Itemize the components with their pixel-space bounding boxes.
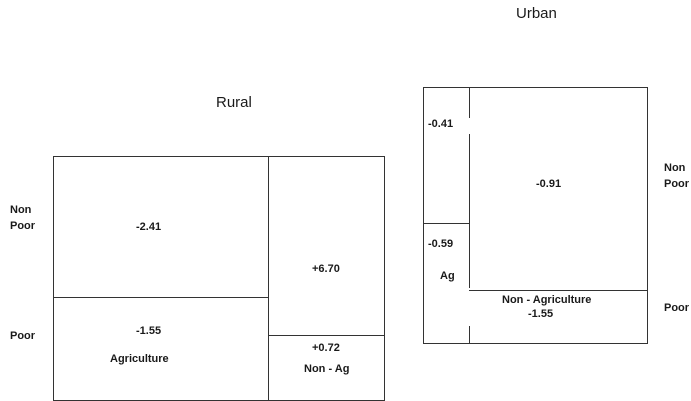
urban-ag-non-poor-value: -0.41 (428, 118, 454, 130)
urban-vertical-divider-lower (469, 326, 470, 343)
rural-agriculture-poverty-divider (54, 297, 268, 298)
urban-ag-label: Ag (440, 270, 455, 282)
urban-non-ag-non-poor-value: -0.91 (536, 178, 562, 190)
urban-row-label-poor: Poor (664, 302, 690, 314)
urban-vertical-divider-middle (469, 134, 470, 288)
rural-non-ag-non-poor-value: +6.70 (312, 263, 340, 275)
rural-agriculture-poor-value: -1.55 (136, 325, 162, 337)
urban-vertical-divider-upper (469, 88, 470, 118)
urban-row-label-non-poor-line1: Non (664, 162, 686, 174)
urban-non-ag-poverty-divider (469, 290, 647, 291)
rural-vertical-divider (268, 157, 269, 400)
urban-ag-poverty-divider (424, 223, 469, 224)
rural-agriculture-label: Agriculture (110, 353, 169, 365)
urban-diagram-frame: -0.41 -0.91 -0.59 Ag Non - Agriculture -… (423, 87, 648, 344)
rural-row-label-non-poor: Non Poor (10, 202, 35, 234)
rural-agriculture-non-poor-value: -2.41 (136, 221, 162, 233)
rural-title: Rural (216, 94, 252, 111)
rural-non-ag-poor-value: +0.72 (312, 342, 340, 354)
rural-row-label-poor: Poor (10, 330, 36, 342)
rural-row-label-non-poor-line2: Poor (10, 220, 36, 232)
urban-title: Urban (516, 5, 557, 22)
urban-non-ag-poor-value: -1.55 (528, 308, 554, 320)
urban-non-ag-label: Non - Agriculture (502, 294, 592, 306)
urban-row-label-non-poor: Non Poor (664, 160, 689, 192)
rural-non-ag-label: Non - Ag (304, 363, 350, 375)
rural-non-ag-poverty-divider (268, 335, 384, 336)
rural-diagram-frame: -2.41 -1.55 Agriculture +6.70 +0.72 Non … (53, 156, 385, 401)
rural-row-label-non-poor-line1: Non (10, 204, 32, 216)
urban-ag-poor-value: -0.59 (428, 238, 454, 250)
urban-row-label-non-poor-line2: Poor (664, 178, 690, 190)
